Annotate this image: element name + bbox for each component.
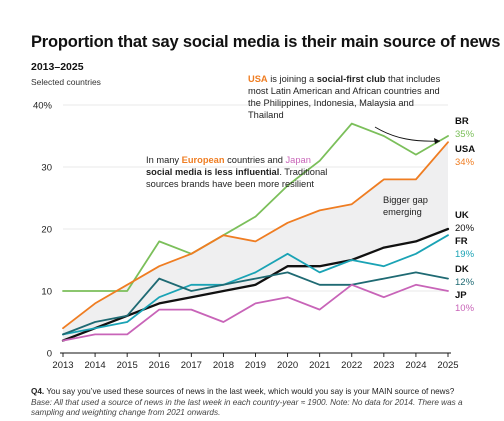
x-tick-label: 2022 [341,360,362,371]
end-label-value-jp: 10% [455,303,475,314]
x-tick-label: 2025 [437,360,458,371]
question-label: Q4. [31,387,45,396]
annotation-usa-country: USA [248,74,268,84]
end-label-name-uk: UK [455,210,469,221]
x-tick-label: 2019 [245,360,266,371]
chart-title: Proportion that say social media is thei… [31,33,501,51]
y-tick-label: 30 [41,163,52,174]
end-labels: BR 35% USA 34% UK 20% FR 19% DK 12% JP 10% [455,116,475,314]
end-label-name-jp: JP [455,290,467,301]
question-text: You say you’ve used these sources of new… [44,387,455,396]
annotation-usa: USA is joining a social-first club that … [248,74,443,120]
end-label-value-usa: 34% [455,157,475,168]
x-tick-label: 2014 [85,360,106,371]
series-line-jp [62,283,449,342]
annotation-usa-arrow [374,126,441,142]
x-tick-label: 2017 [181,360,202,371]
x-tick-label: 2020 [277,360,298,371]
series-line-dk [62,271,449,336]
series-lines [61,122,450,342]
y-tick-label: 10 [41,287,52,298]
series-line-usa [62,141,449,330]
annotation-europe: In many European countries and Japan soc… [146,155,330,189]
x-tick-label: 2021 [309,360,330,371]
end-label-value-br: 35% [455,129,475,140]
x-tick-label: 2013 [52,360,73,371]
x-tick-label: 2023 [373,360,394,371]
chart-subtitle: 2013–2025 [31,61,84,73]
x-tick-label: 2024 [405,360,426,371]
end-label-name-fr: FR [455,236,468,247]
end-label-value-dk: 12% [455,277,475,288]
x-tick-label: 2016 [149,360,170,371]
series-line-br [62,122,449,292]
end-label-name-br: BR [455,116,469,127]
end-label-name-usa: USA [455,144,475,155]
x-tick-label: 2015 [117,360,138,371]
base-note: Base: All that used a source of news in … [31,397,463,418]
y-tick-label: 40% [33,101,53,112]
end-label-value-fr: 19% [455,249,475,260]
footnote: Q4. You say you’ve used these sources of… [31,387,481,419]
end-label-name-dk: DK [455,264,469,275]
end-label-value-uk: 20% [455,223,475,234]
line-chart: 0 10 20 30 40% 2013 2014 2015 2016 2017 2018 2019 20… [33,74,475,372]
axes: 0 10 20 30 40% 2013 2014 2015 2016 2017 2018 2019 20… [33,101,459,372]
chart-subtitle-countries: Selected countries [31,77,101,87]
series-line-fr [62,234,449,336]
y-tick-label: 0 [47,349,52,360]
y-tick-label: 20 [41,225,52,236]
annotation-usa-arrowhead [434,138,440,144]
annotation-gap: Bigger gap emerging [383,195,431,217]
x-tick-label: 2018 [213,360,234,371]
